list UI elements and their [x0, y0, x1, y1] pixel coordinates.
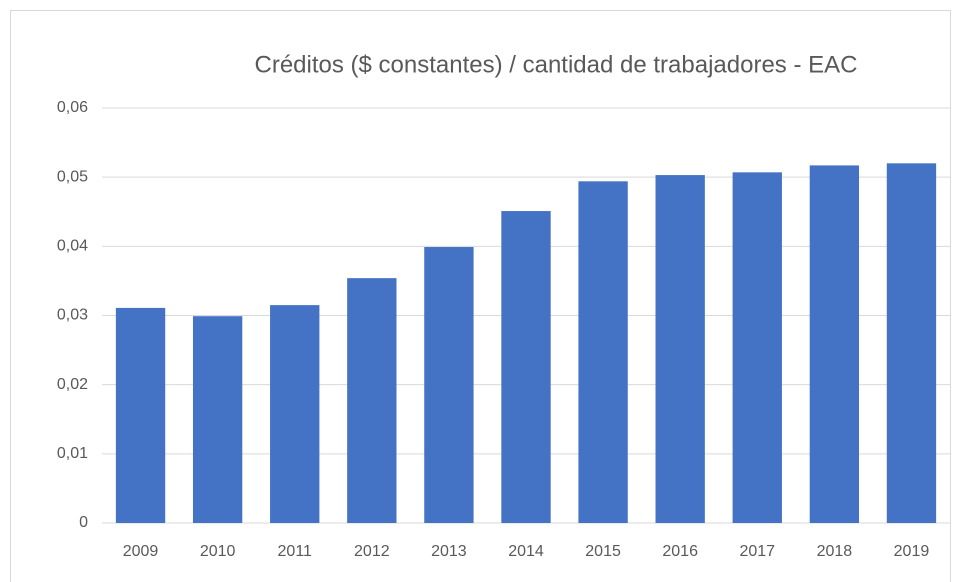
x-tick-label: 2014	[508, 543, 544, 560]
x-tick-label: 2018	[817, 543, 853, 560]
bar	[809, 165, 860, 524]
x-tick-label: 2011	[278, 543, 313, 560]
y-tick-label: 0	[79, 514, 88, 531]
x-tick-label: 2012	[354, 543, 390, 560]
chart-area	[10, 10, 951, 582]
y-tick-label: 0,04	[57, 238, 88, 255]
y-tick-label: 0,05	[57, 168, 88, 185]
y-tick-label: 0,01	[57, 445, 88, 462]
x-tick-label: 2017	[739, 543, 775, 560]
bar	[270, 305, 320, 523]
bar	[424, 247, 474, 523]
bar	[192, 316, 243, 523]
bar	[347, 278, 397, 523]
bar	[115, 307, 166, 523]
x-tick-label: 2016	[662, 543, 698, 560]
y-tick-label: 0,06	[57, 99, 88, 116]
x-tick-label: 2013	[431, 543, 467, 560]
bar	[886, 163, 937, 524]
y-tick-label: 0,03	[57, 307, 88, 324]
bar	[732, 172, 782, 523]
y-tick-label: 0,02	[57, 376, 88, 393]
bar	[655, 175, 705, 523]
x-tick-label: 2009	[123, 543, 159, 560]
bar	[501, 211, 551, 523]
chart-title: Créditos ($ constantes) / cantidad de tr…	[255, 51, 858, 78]
x-tick-label: 2015	[585, 543, 621, 560]
bar	[578, 181, 628, 524]
x-tick-label: 2010	[200, 543, 236, 560]
x-tick-label: 2019	[894, 543, 930, 560]
